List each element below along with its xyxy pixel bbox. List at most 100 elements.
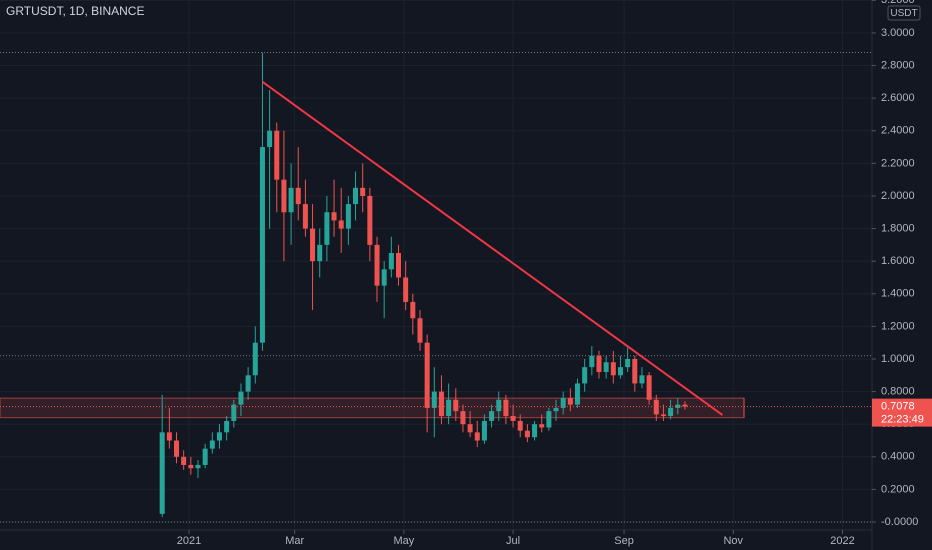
candle-body — [345, 204, 351, 229]
candle-body — [460, 411, 466, 425]
candle-body — [202, 448, 208, 465]
candle-body — [195, 464, 201, 469]
candle-body — [267, 130, 273, 148]
candle-body — [682, 404, 688, 407]
candle-body — [617, 367, 623, 376]
y-tick-label: 0.2000 — [881, 483, 915, 495]
candle-body — [660, 414, 666, 417]
candle-body — [353, 187, 359, 205]
candle-body — [653, 399, 659, 415]
candle-body — [610, 362, 616, 376]
countdown-label: 22:23:49 — [881, 414, 924, 426]
candle-body — [474, 432, 480, 441]
y-tick-label: 2.4000 — [881, 125, 915, 137]
candle-body — [424, 342, 430, 408]
candle-body — [582, 367, 588, 384]
candle-body — [295, 187, 301, 205]
candle-body — [331, 212, 337, 221]
y-tick-label: 1.4000 — [881, 288, 915, 300]
candle-body — [374, 244, 380, 286]
candle-body — [252, 342, 258, 376]
candle-body — [496, 399, 502, 412]
candle-body — [174, 440, 180, 457]
candle-body — [596, 355, 602, 373]
candle-body — [166, 432, 172, 441]
candle-body — [259, 147, 265, 343]
candle-body — [410, 301, 416, 319]
candle-body — [560, 398, 566, 408]
currency-label[interactable]: USDT — [890, 8, 917, 19]
candle-body — [338, 220, 344, 229]
candle-body — [539, 424, 545, 428]
last-price-label: 0.7078 — [881, 401, 915, 413]
candle-body — [245, 375, 251, 392]
x-tick-label: Nov — [723, 535, 743, 547]
candle-body — [532, 424, 538, 438]
symbol-title: GRTUSDT, 1D, BINANCE — [6, 4, 144, 18]
candle-body — [467, 424, 473, 433]
candle-body — [360, 187, 366, 196]
grid — [0, 0, 872, 530]
candle-body — [553, 407, 559, 412]
candle-body — [603, 362, 609, 373]
candle-body — [381, 269, 387, 286]
candle-body — [395, 253, 402, 278]
y-tick-label: 1.8000 — [881, 222, 915, 234]
candle-body — [503, 399, 509, 417]
candle-body — [524, 430, 530, 438]
candle-body — [632, 358, 638, 384]
y-tick-label: 2.8000 — [881, 59, 915, 71]
candle-body — [310, 228, 316, 262]
candle-body — [481, 420, 487, 441]
trendline — [261, 81, 724, 416]
candle-body — [639, 375, 645, 384]
candle-body — [575, 383, 581, 405]
candle-body — [274, 130, 280, 180]
candle-body — [238, 391, 244, 405]
x-tick-label: Mar — [285, 535, 304, 547]
currency-badge[interactable] — [887, 5, 921, 21]
y-tick-label: 2.2000 — [881, 157, 915, 169]
y-tick-label: 1.6000 — [881, 255, 915, 267]
y-tick-label: 2.6000 — [881, 92, 915, 104]
x-tick-label: May — [393, 535, 414, 547]
candle-body — [567, 398, 573, 405]
y-tick-label: 1.2000 — [881, 320, 915, 332]
candle-body — [224, 420, 230, 433]
candle-body — [446, 399, 452, 417]
candle-body — [302, 204, 308, 229]
x-tick-label: 2021 — [177, 535, 201, 547]
axes: -0.00000.20000.40000.60000.80001.00001.2… — [177, 0, 932, 547]
candle-body — [417, 318, 423, 343]
candle-body — [181, 456, 187, 465]
price-zone — [0, 397, 745, 419]
y-tick-label: 0.4000 — [881, 451, 915, 463]
candle-body — [188, 464, 194, 469]
plot — [0, 52, 872, 518]
y-tick-label: 3.0000 — [881, 27, 915, 39]
candle-body — [668, 407, 674, 417]
candle-body — [216, 432, 222, 441]
candle-body — [288, 187, 294, 213]
candle-body — [324, 212, 330, 245]
x-tick-label: Jul — [506, 535, 520, 547]
candle-body — [403, 277, 409, 302]
y-tick-label: 2.0000 — [881, 190, 915, 202]
x-tick-label: 2022 — [830, 535, 854, 547]
candle-body — [209, 440, 215, 449]
y-tick-label: -0.0000 — [881, 516, 918, 528]
last-price-tag — [872, 398, 932, 427]
candle-body — [388, 253, 394, 270]
candle-body — [159, 432, 165, 514]
candle-body — [675, 404, 681, 408]
y-tick-label: 1.0000 — [881, 353, 915, 365]
candle-body — [625, 358, 631, 368]
candle-body — [546, 411, 552, 428]
candle-body — [510, 416, 516, 421]
y-tick-label: 3.2000 — [881, 0, 915, 6]
candle-body — [453, 399, 459, 412]
x-tick-label: Sep — [614, 535, 634, 547]
